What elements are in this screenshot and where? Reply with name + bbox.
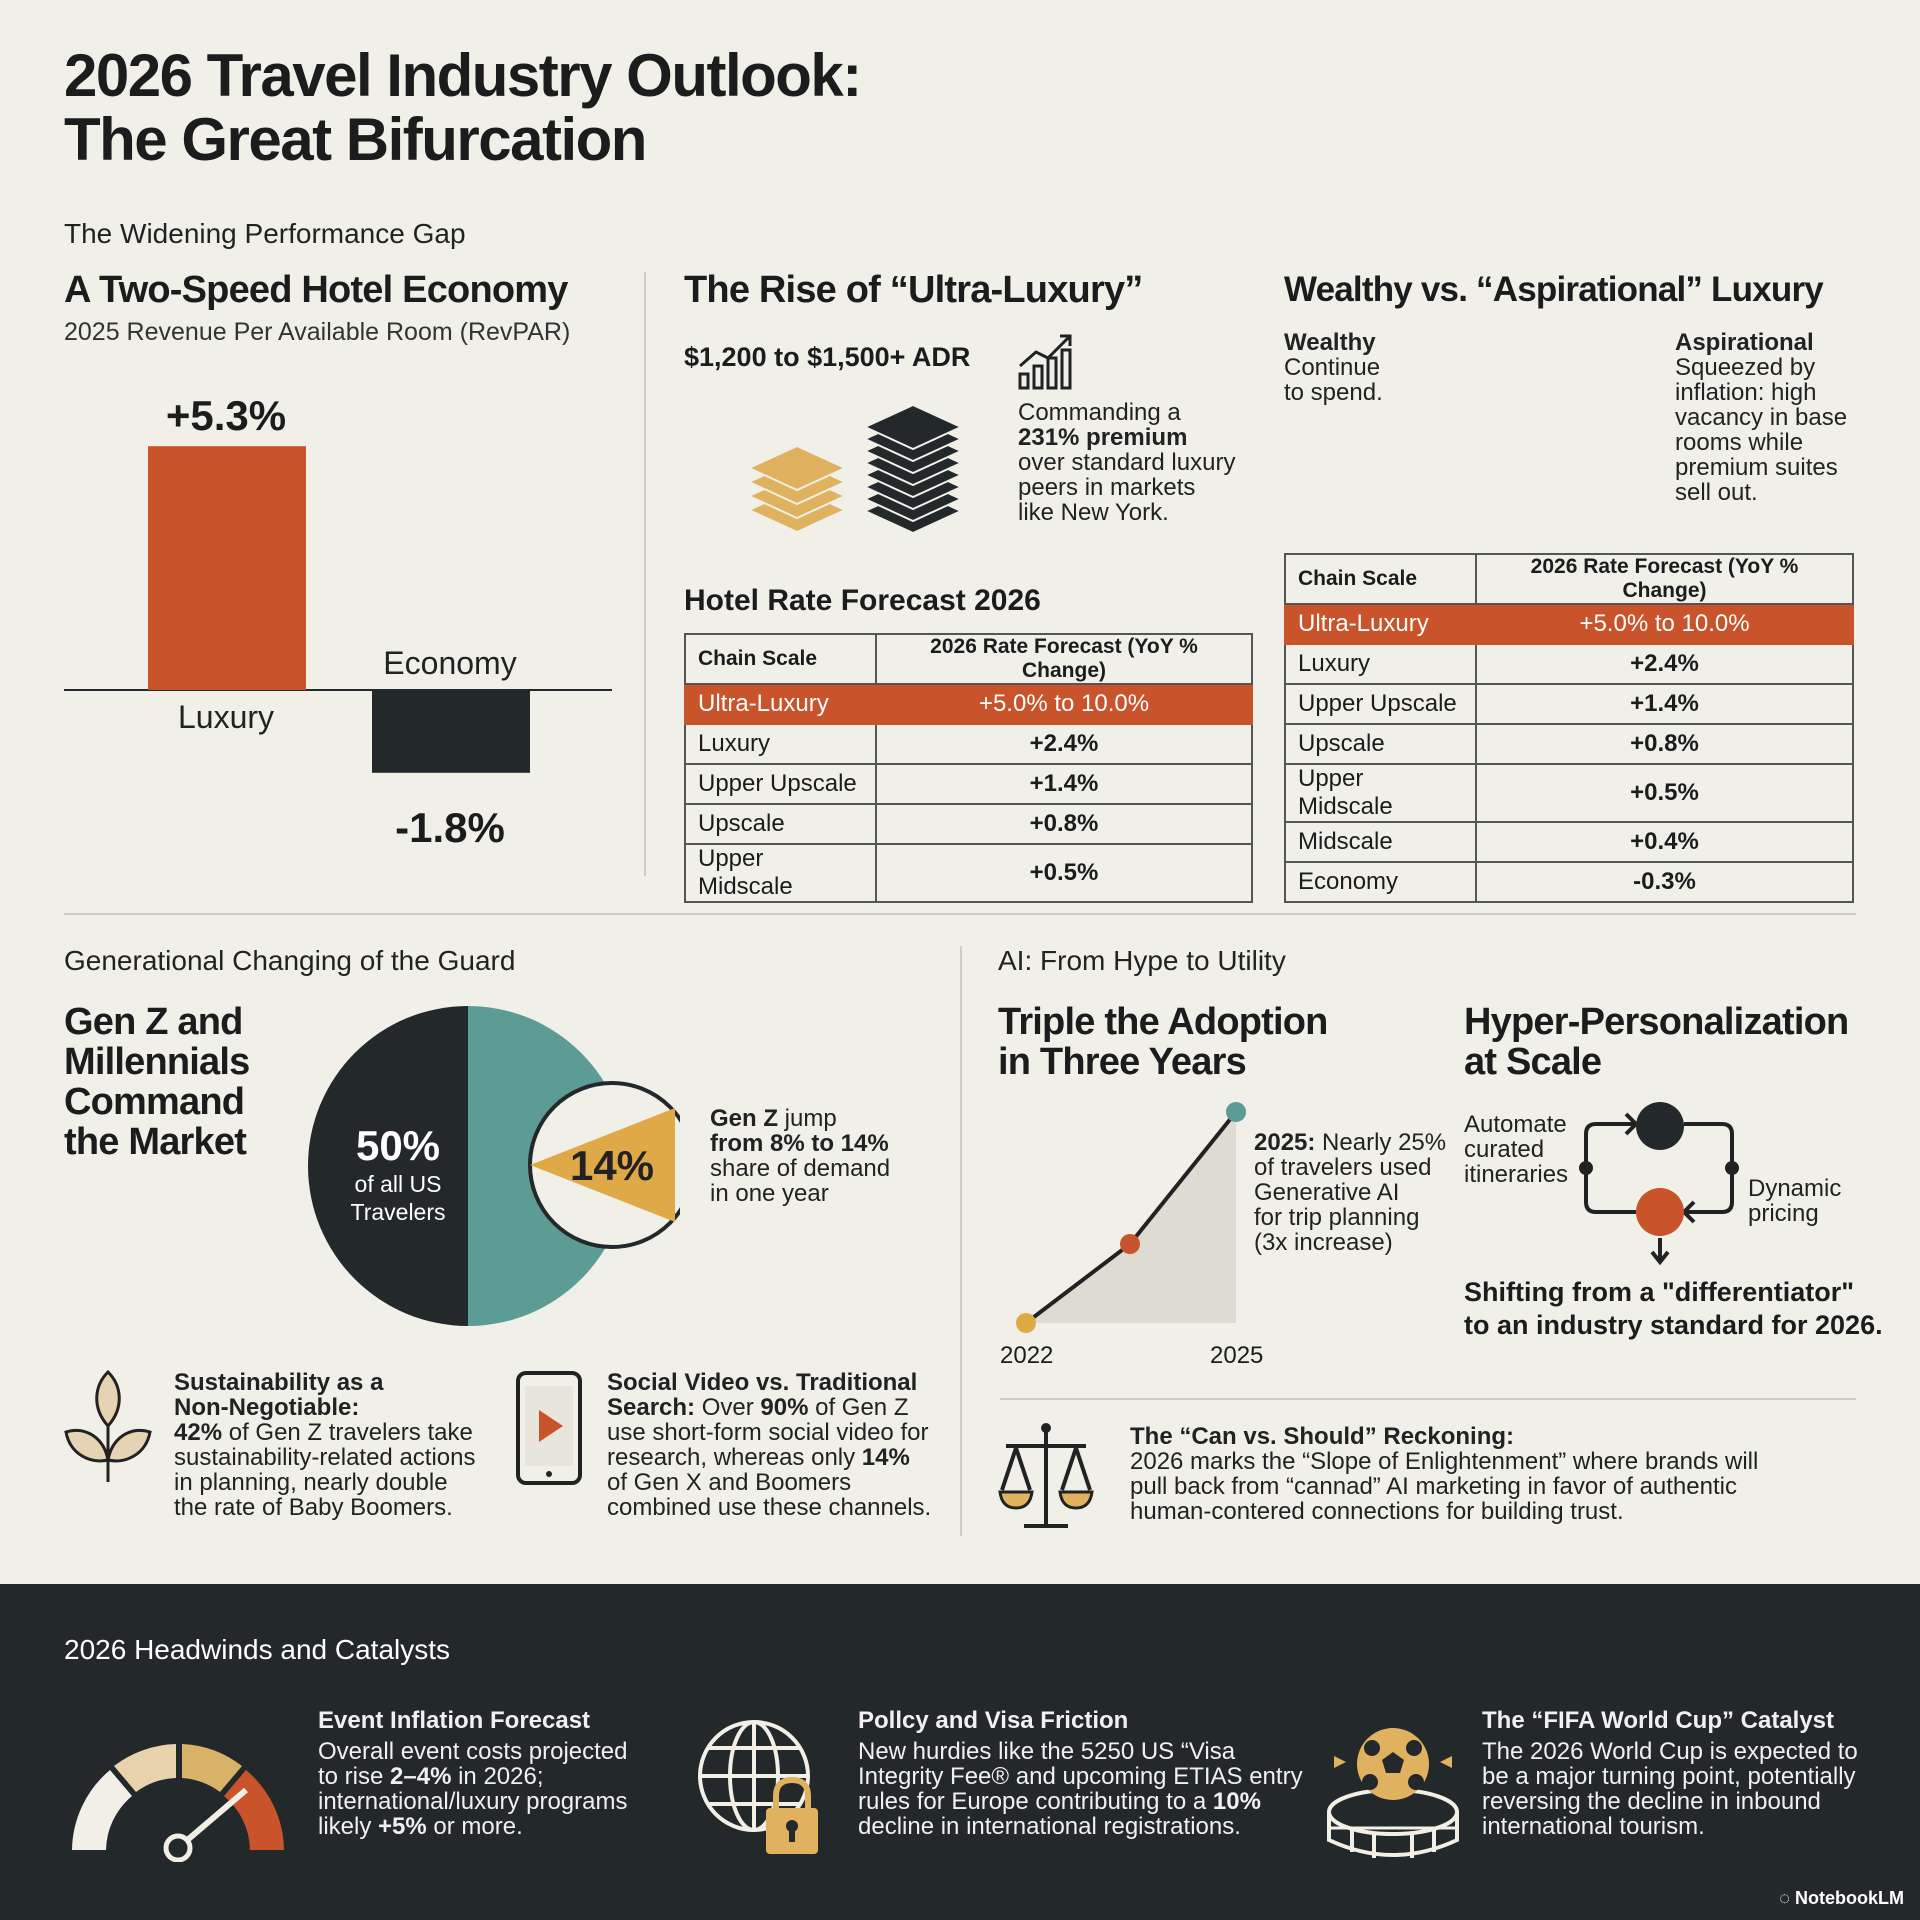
headwinds-panel: 2026 Headwinds and Catalysts Event Infla… [0,1584,1920,1920]
table-row: Upscale +0.8% [684,803,1253,845]
x-label-2025: 2025 [1210,1342,1264,1369]
table-row: Upscale +0.8% [1284,723,1854,765]
stadium-soccer-icon [1327,1728,1459,1858]
personalization-cycle-icon [1579,1102,1739,1266]
genz-jump-text: Gen Z jump from 8% to 14% share of deman… [710,1105,891,1207]
rate-forecast-table-right: Chain Scale 2026 Rate Forecast (YoY % Ch… [1284,553,1854,903]
ultra-luxury-heading: The Rise of “Ultra-Luxury” [684,269,1143,311]
rate-forecast-table-left: Chain Scale 2026 Rate Forecast (YoY % Ch… [684,633,1253,903]
bar-value-economy: -1.8% [395,804,505,851]
gen-heading: Gen Z and Millennials Command the Market [64,1001,250,1163]
can-vs-should-text: The “Can vs. Should” Reckoning: 2026 mar… [1130,1423,1759,1525]
wealthy-block: Wealthy Continue to spend. [1284,329,1383,406]
table-row: Midscale +0.4% [1284,821,1854,863]
inner-pct: 14% [570,1142,654,1189]
adr-label: $1,200 to $1,500+ ADR [684,342,971,372]
table-row: Economy -0.3% [1284,861,1854,903]
policy-visa-text: Pollcy and Visa Friction New hurdies lik… [858,1707,1303,1840]
hotel-economy-subtitle: 2025 Revenue Per Available Room (RevPAR) [64,318,571,346]
notebooklm-logo-icon: ◌ [1779,1888,1790,1908]
phone-video-icon [516,1371,582,1485]
bar-value-luxury: +5.3% [166,392,286,439]
svg-text:of all US: of all US [355,1171,442,1197]
globe-lock-icon [698,1720,818,1854]
bar-label-luxury: Luxury [178,699,274,735]
aspirational-block: Aspirational Squeezed by inflation: high… [1675,329,1848,506]
table-row: Upper Upscale +1.4% [684,763,1253,805]
table-row: Luxury +2.4% [1284,643,1854,685]
pie-slice-genz-millennials [308,1006,468,1326]
chart-area [1026,1112,1236,1323]
inner-slice-genz [530,1108,675,1222]
gen-pie-chart: 50% of all US Travelers 14% [308,1006,680,1326]
section-divider [1000,1398,1856,1400]
automate-label: Automate curated itineraries [1464,1111,1569,1188]
col-header-chain-scale: Chain Scale [1284,553,1477,605]
section-generational: Generational Changing of the Guard [64,945,516,976]
divider [960,946,962,1536]
social-video-text: Social Video vs. Traditional Search: Ove… [607,1369,932,1521]
revpar-bar-chart: +5.3% -1.8% Luxury Economy [64,392,612,851]
point-2022 [1016,1313,1036,1333]
bar-luxury [148,446,306,690]
divider [644,272,646,876]
section-performance-gap: The Widening Performance Gap [64,218,466,249]
table-row: Luxury +2.4% [684,723,1253,765]
section-divider [64,913,1856,915]
forecast-title: Hotel Rate Forecast 2026 [684,584,1041,617]
event-inflation-text: Event Inflation Forecast Overall event c… [318,1707,628,1840]
hyper-personalization-heading: Hyper-Personalization at Scale [1464,1001,1849,1083]
point-mid [1120,1234,1140,1254]
bar-label-economy: Economy [383,645,516,681]
page-title: 2026 Travel Industry Outlook: The Great … [64,42,862,173]
ai-adoption-note: 2025: Nearly 25% of travelers used Gener… [1254,1129,1447,1256]
pie-pct: 50% [356,1122,440,1169]
dynamic-pricing-label: Dynamic pricing [1748,1175,1842,1227]
point-2025 [1226,1102,1246,1122]
table-row: Ultra-Luxury +5.0% to 10.0% [684,683,1253,725]
wealthy-aspirational-heading: Wealthy vs. “Aspirational” Luxury [1284,270,1824,309]
cycle-node-dark [1636,1102,1684,1150]
hotel-economy-heading: A Two-Speed Hotel Economy [64,269,568,311]
svg-text:Travelers: Travelers [351,1199,446,1225]
scales-icon [998,1423,1094,1528]
section-headwinds: 2026 Headwinds and Catalysts [64,1634,451,1665]
sustainability-text: Sustainability as a Non-Negotiable: 42% … [174,1369,476,1521]
ai-adoption-line-chart [1016,1102,1246,1333]
col-header-forecast: 2026 Rate Forecast (YoY % Change) [875,633,1253,685]
shift-text: Shifting from a "differentiator" to an i… [1464,1277,1883,1340]
x-label-2022: 2022 [1000,1342,1054,1369]
notebooklm-brand: ◌ NotebookLM [1779,1888,1904,1908]
ultra-luxury-text: Commanding a 231% premium over standard … [1018,399,1236,526]
col-header-chain-scale: Chain Scale [684,633,877,685]
triple-adoption-heading: Triple the Adoption in Three Years [998,1001,1328,1083]
bar-economy [372,690,530,773]
col-header-forecast: 2026 Rate Forecast (YoY % Change) [1475,553,1854,605]
fifa-catalyst-text: The “FIFA World Cup” Catalyst The 2026 W… [1482,1707,1858,1840]
table-row: Upper Midscale +0.5% [684,843,1253,903]
plant-icon [64,1369,152,1482]
cycle-node-orange [1636,1188,1684,1236]
growth-chart-icon [1018,334,1072,390]
stacked-layers-icon [746,403,964,535]
table-row: Upper Upscale +1.4% [1284,683,1854,725]
table-row: Upper Midscale +0.5% [1284,763,1854,823]
gauge-icon [72,1744,284,1862]
section-ai: AI: From Hype to Utility [998,945,1286,976]
table-row: Ultra-Luxury +5.0% to 10.0% [1284,603,1854,645]
